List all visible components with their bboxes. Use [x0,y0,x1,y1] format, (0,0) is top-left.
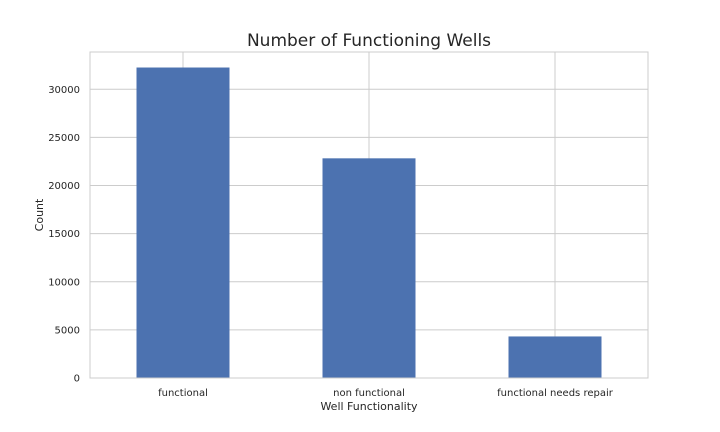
bar [322,158,416,378]
y-tick-label: 5000 [55,325,80,336]
chart-title: Number of Functioning Wells [247,31,491,51]
bar-layer [136,67,602,378]
bar [508,336,602,378]
x-axis-label: Well Functionality [320,400,418,413]
y-tick-label: 15000 [48,229,80,240]
x-tick-label: functional needs repair [497,388,614,399]
bar [136,67,230,378]
x-tick-label: functional [158,388,208,399]
y-tick-labels: 0 5000 10000 15000 20000 25000 30000 [48,85,80,385]
y-tick-label: 10000 [48,277,80,288]
y-tick-label: 30000 [48,85,80,96]
plot-frame [89,51,649,379]
y-tick-label: 20000 [48,181,80,192]
x-tick-label: non functional [333,388,405,399]
y-tick-label: 0 [74,374,80,385]
x-tick-labels: functional non functional functional needs… [158,388,614,399]
y-tick-label: 25000 [48,133,80,144]
y-axis-label: Count [33,198,46,231]
